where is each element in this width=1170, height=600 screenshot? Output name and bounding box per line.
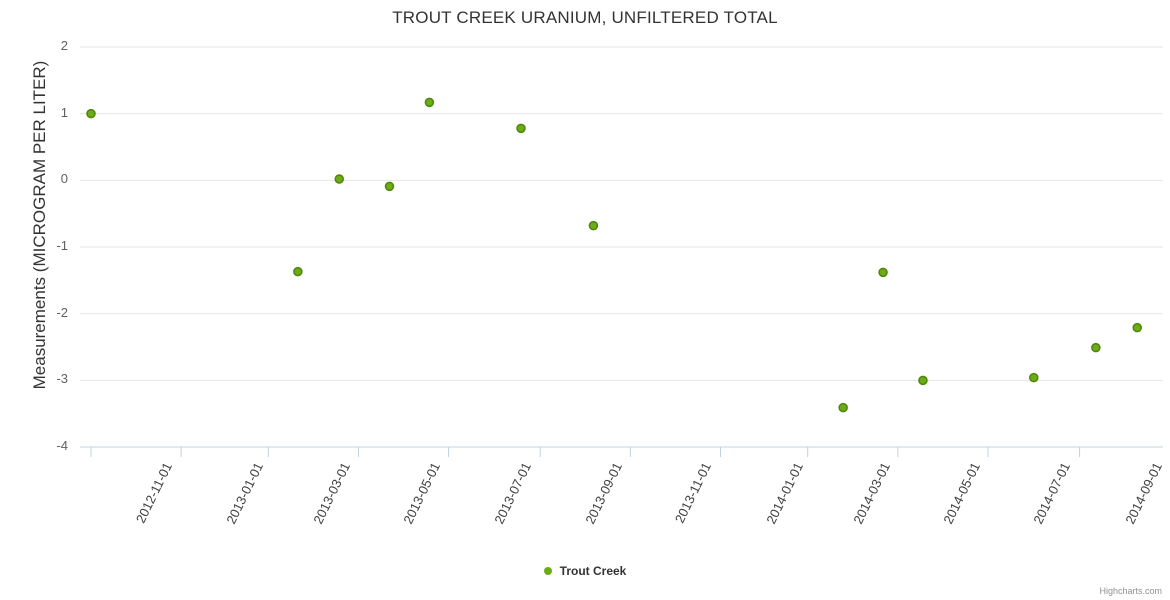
legend-item-trout-creek[interactable]: Trout Creek [543, 564, 627, 578]
data-point[interactable] [516, 123, 526, 134]
data-point[interactable] [424, 97, 435, 108]
data-points[interactable] [86, 97, 1142, 413]
legend-marker-icon [543, 567, 552, 575]
data-point[interactable] [1091, 342, 1101, 353]
data-point[interactable] [588, 220, 599, 231]
data-point[interactable] [293, 266, 303, 277]
data-point[interactable] [384, 181, 395, 192]
data-point[interactable] [334, 174, 345, 184]
credits-label: Highcharts.com [1099, 586, 1162, 596]
data-point[interactable] [1132, 322, 1142, 333]
data-point[interactable] [838, 402, 848, 413]
data-point[interactable] [878, 267, 888, 278]
data-point[interactable] [918, 375, 928, 386]
data-point[interactable] [86, 108, 96, 119]
x-axis-ticks [90, 447, 1081, 457]
legend-item-label: Trout Creek [559, 564, 627, 578]
chart-title: TROUT CREEK URANIUM, UNFILTERED TOTAL [392, 8, 778, 27]
data-point[interactable] [1029, 372, 1039, 383]
gridlines [80, 46, 1163, 381]
chart-legend: Trout Creek [0, 564, 1170, 578]
